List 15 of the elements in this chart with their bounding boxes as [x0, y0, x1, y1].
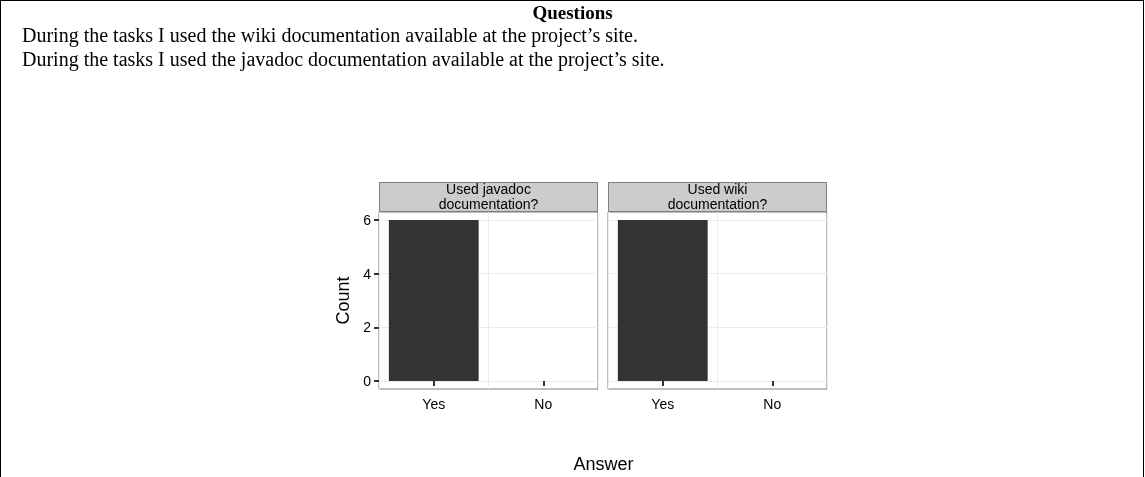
x-tick-label: No — [763, 396, 782, 412]
chart-title: Used wiki documentation? — [608, 181, 827, 212]
text: During the tasks I used the javadoc documentation available at the project’s site. — [22, 48, 665, 71]
y-tick-label: 2 — [363, 319, 372, 336]
text: Questions — [531, 2, 614, 24]
x-tick-label: Yes — [651, 396, 675, 412]
y-tick-label: 0 — [363, 372, 372, 389]
y-axis-title: Count — [333, 276, 354, 325]
x-tick-label: Yes — [422, 396, 446, 412]
chart-title: Used javadoc documentation? — [379, 181, 598, 212]
y-tick-label: 4 — [363, 265, 372, 282]
x-tick-label: No — [534, 396, 553, 412]
text: During the tasks I used the wiki documentation available at the project’s site. — [22, 24, 638, 47]
y-tick-label: 6 — [363, 212, 372, 229]
x-axis-title: Answer — [572, 454, 635, 475]
